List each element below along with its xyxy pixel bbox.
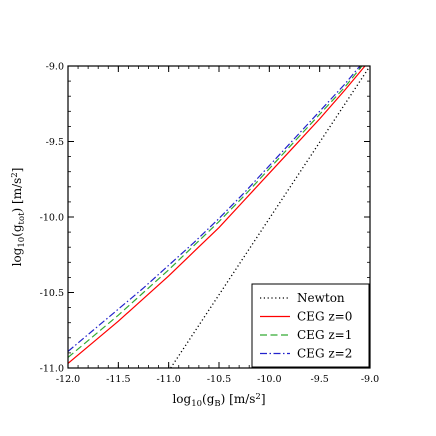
y-axis-label: log10(gtot) [m/s2]: [10, 168, 27, 267]
legend-items: Newton CEG z=0 CEG z=1 CEG z=2: [260, 291, 352, 361]
x-tick-label: -10.0: [257, 374, 281, 385]
y-tick-label: -11.0: [40, 364, 64, 375]
legend-label-2: CEG z=1: [297, 328, 352, 342]
y-tick-label: -9.5: [46, 137, 64, 148]
x-tick-label: -9.5: [311, 374, 329, 385]
legend: Newton CEG z=0 CEG z=1 CEG z=2: [251, 283, 370, 368]
series-line-2: [68, 66, 363, 358]
x-tick-label: -10.5: [207, 374, 231, 385]
x-tick-label: -9.0: [361, 374, 379, 385]
y-tick-label: -10.0: [40, 213, 64, 224]
legend-label-1: CEG z=0: [297, 310, 352, 324]
series-layer: [68, 66, 370, 368]
x-tick-label: -11.0: [156, 374, 180, 385]
x-axis-label: log10(gB) [m/s2]: [172, 392, 265, 409]
x-tick-label: -11.5: [106, 374, 130, 385]
series-line-3: [68, 66, 361, 352]
ticks-layer: -12.0 -11.5 -11.0 -10.5 -10.0 -9.5 -9.0 -11.0 -1…: [40, 62, 380, 386]
y-tick-label: -9.0: [46, 62, 64, 73]
legend-label-3: CEG z=2: [297, 347, 352, 361]
legend-label-0: Newton: [297, 291, 345, 305]
x-tick-label: -12.0: [56, 374, 80, 385]
series-line-1: [68, 66, 366, 364]
y-tick-label: -10.5: [40, 288, 64, 299]
